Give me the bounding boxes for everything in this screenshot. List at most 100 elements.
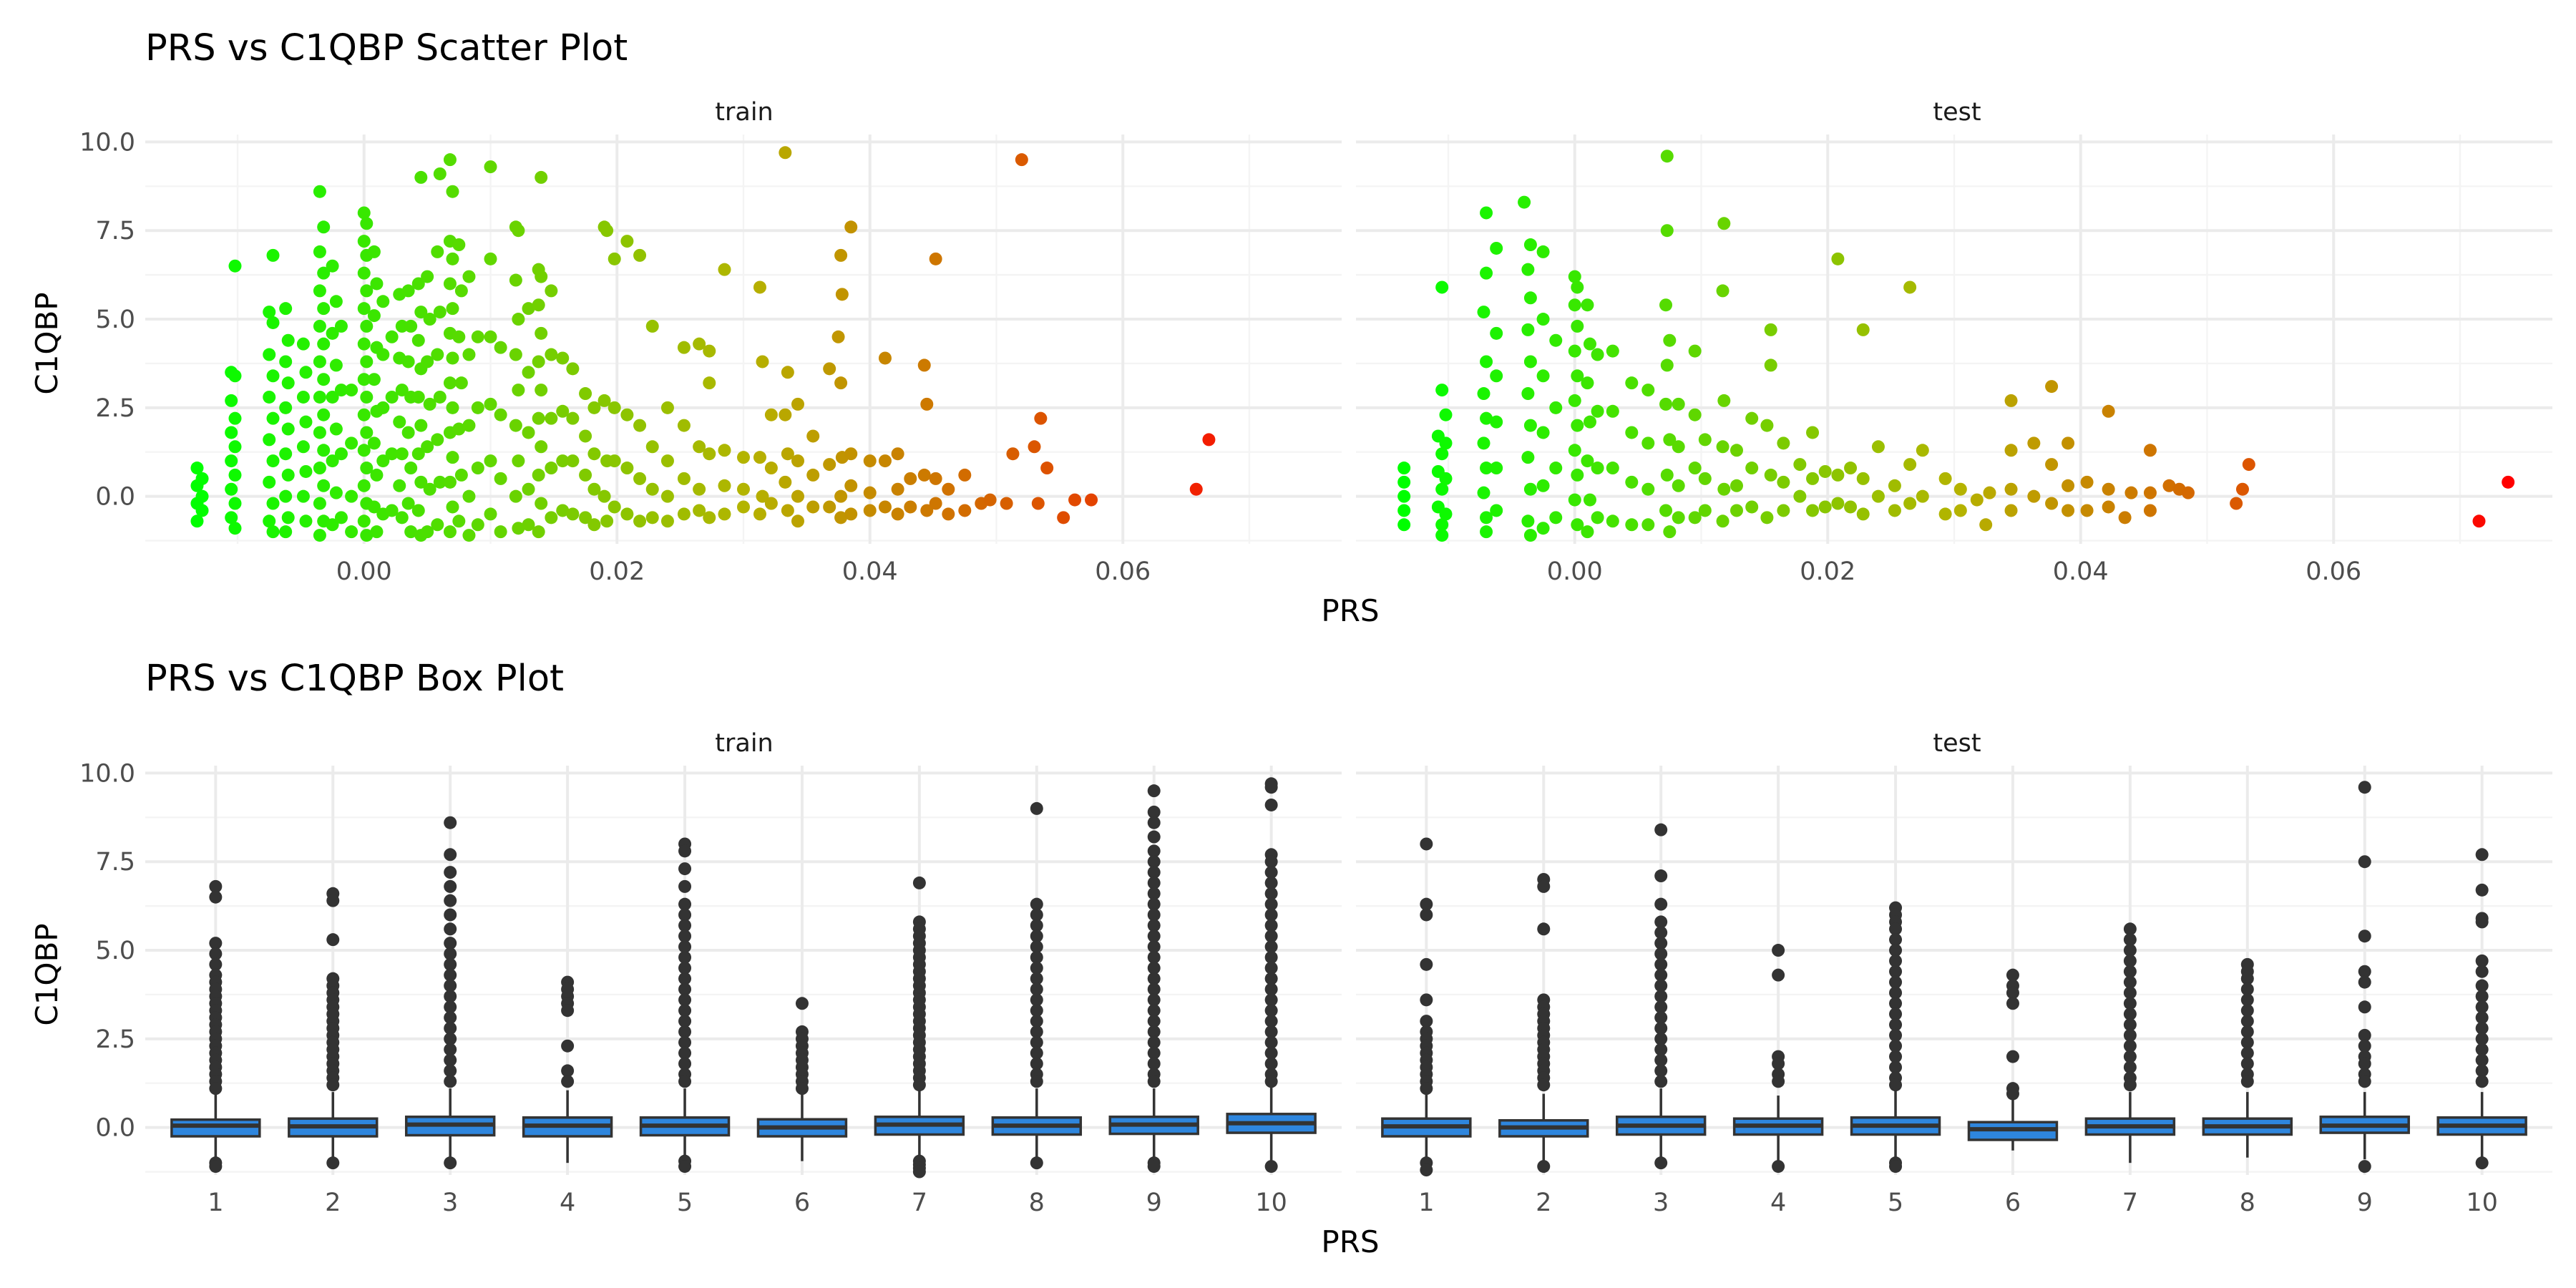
data-point — [360, 426, 374, 439]
data-point — [1777, 475, 1790, 489]
outlier-point — [1889, 1039, 1903, 1053]
data-point — [1983, 486, 1996, 499]
outlier-point — [1654, 957, 1668, 971]
outlier-point — [1264, 887, 1278, 900]
data-point — [929, 497, 942, 510]
data-point — [299, 366, 313, 379]
outlier-point — [1147, 993, 1161, 1007]
box-1 — [1381, 837, 1472, 1177]
outlier-point — [2475, 1000, 2489, 1014]
data-point — [401, 284, 415, 298]
data-point — [2004, 444, 2018, 457]
outlier-point — [2475, 965, 2489, 978]
data-point — [600, 224, 614, 238]
data-point — [1034, 411, 1048, 425]
outlier-point — [1889, 1060, 1903, 1074]
data-point — [1777, 436, 1790, 450]
data-point — [317, 373, 331, 386]
outlier-point — [561, 1064, 575, 1078]
data-point — [1521, 263, 1535, 276]
outlier-point — [1264, 993, 1278, 1007]
data-point — [431, 348, 444, 361]
data-point — [1591, 404, 1604, 418]
data-point — [587, 401, 601, 414]
data-point — [228, 497, 242, 510]
data-point — [556, 454, 570, 468]
data-point — [764, 462, 778, 475]
data-point — [834, 489, 848, 503]
data-point — [1477, 436, 1491, 450]
outlier-point — [326, 894, 340, 907]
data-point — [462, 489, 476, 503]
data-point — [443, 153, 457, 167]
data-point — [266, 316, 280, 329]
outlier-point — [2240, 1057, 2254, 1070]
outlier-point — [912, 876, 926, 889]
data-point — [1490, 462, 1503, 475]
data-point — [414, 475, 428, 489]
data-point — [1583, 493, 1596, 507]
outlier-point — [444, 1021, 457, 1035]
outlier-point — [1654, 869, 1668, 883]
data-point — [1523, 238, 1537, 252]
outlier-point — [1264, 930, 1278, 943]
outlier-point — [678, 844, 692, 858]
data-point — [471, 330, 484, 343]
data-point — [446, 351, 459, 365]
outlier-point — [444, 1011, 457, 1025]
data-point — [942, 482, 955, 496]
data-point — [1571, 518, 1584, 532]
data-point — [1040, 462, 1054, 475]
outlier-point — [2475, 1011, 2489, 1025]
data-point — [1953, 482, 1967, 496]
outlier-point — [1030, 1075, 1043, 1088]
data-point — [522, 302, 535, 316]
outlier-point — [1537, 879, 1551, 893]
outlier-point — [678, 908, 692, 922]
outlier-point — [1147, 1057, 1161, 1070]
data-point — [532, 468, 545, 482]
data-point — [431, 245, 444, 258]
data-point — [834, 376, 848, 390]
outlier-point — [678, 1057, 692, 1070]
outlier-point — [1264, 1004, 1278, 1018]
data-point — [1760, 511, 1774, 525]
outlier-point — [678, 1004, 692, 1018]
data-point — [357, 206, 371, 220]
data-point — [1397, 518, 1411, 532]
data-point — [433, 306, 447, 319]
data-point — [404, 525, 418, 539]
data-point — [620, 408, 634, 421]
data-point — [401, 426, 415, 439]
outlier-point — [678, 862, 692, 876]
outlier-point — [1654, 937, 1668, 950]
data-point — [1490, 369, 1503, 383]
data-point — [1777, 504, 1790, 517]
x-tick-label: 8 — [2240, 1189, 2255, 1217]
data-point — [494, 341, 507, 354]
outlier-point — [1654, 979, 1668, 992]
data-point — [1068, 493, 1082, 507]
data-point — [844, 447, 858, 461]
data-point — [2004, 394, 2018, 407]
data-point — [462, 348, 476, 361]
outlier-point — [1147, 784, 1161, 798]
data-point — [313, 319, 326, 333]
data-point — [579, 387, 592, 401]
outlier-point — [2358, 1075, 2371, 1088]
data-point — [509, 419, 522, 432]
outlier-point — [2475, 1021, 2489, 1035]
outlier-point — [1654, 897, 1668, 911]
data-point — [904, 472, 917, 485]
data-point — [411, 333, 425, 347]
outlier-point — [678, 897, 692, 911]
outlier-point — [1889, 1160, 1903, 1174]
data-point — [929, 252, 942, 265]
data-point — [1480, 355, 1493, 369]
outlier-point — [1537, 1160, 1551, 1174]
data-point — [878, 454, 892, 468]
data-point — [1760, 419, 1774, 432]
data-point — [718, 444, 731, 457]
box-4 — [522, 975, 613, 1163]
data-point — [677, 419, 691, 432]
